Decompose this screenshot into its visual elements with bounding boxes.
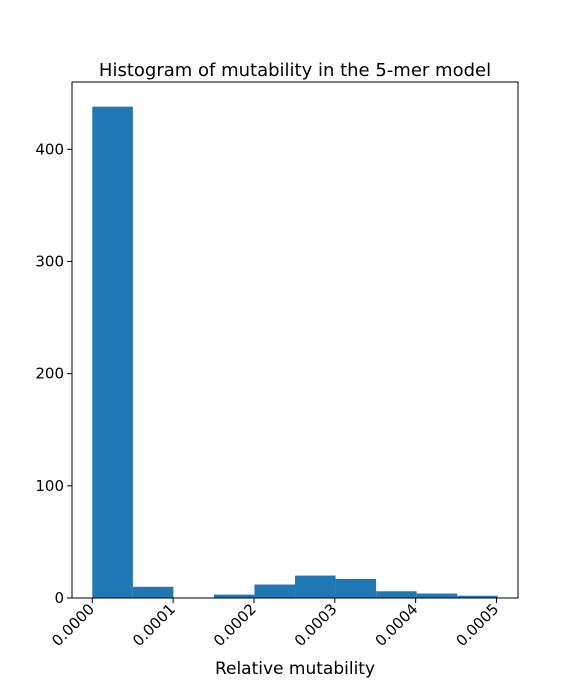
y-axis: 0 100 200 300 400 bbox=[35, 140, 72, 607]
histogram-bar-7 bbox=[376, 591, 417, 598]
plot-area-frame bbox=[71, 81, 519, 599]
y-tick-label-3: 300 bbox=[35, 252, 64, 270]
histogram-bar-8 bbox=[416, 593, 458, 598]
histogram-bar-5 bbox=[295, 575, 336, 598]
bars-group bbox=[92, 106, 498, 599]
chart-title: Histogram of mutability in the 5-mer mod… bbox=[99, 60, 491, 81]
y-tick-label-2: 200 bbox=[35, 365, 64, 383]
histogram-bar-9 bbox=[457, 595, 498, 598]
x-axis-label: Relative mutability bbox=[215, 659, 375, 679]
histogram-bar-1 bbox=[132, 586, 174, 598]
histogram-bar-3 bbox=[213, 594, 255, 598]
y-tick-label-1: 100 bbox=[35, 477, 64, 495]
y-tick-label-4: 400 bbox=[35, 140, 64, 158]
y-tick-label-0: 0 bbox=[54, 589, 64, 607]
histogram-bar-6 bbox=[335, 578, 377, 598]
histogram-bar-4 bbox=[254, 584, 296, 598]
histogram-bar-0 bbox=[92, 106, 133, 599]
